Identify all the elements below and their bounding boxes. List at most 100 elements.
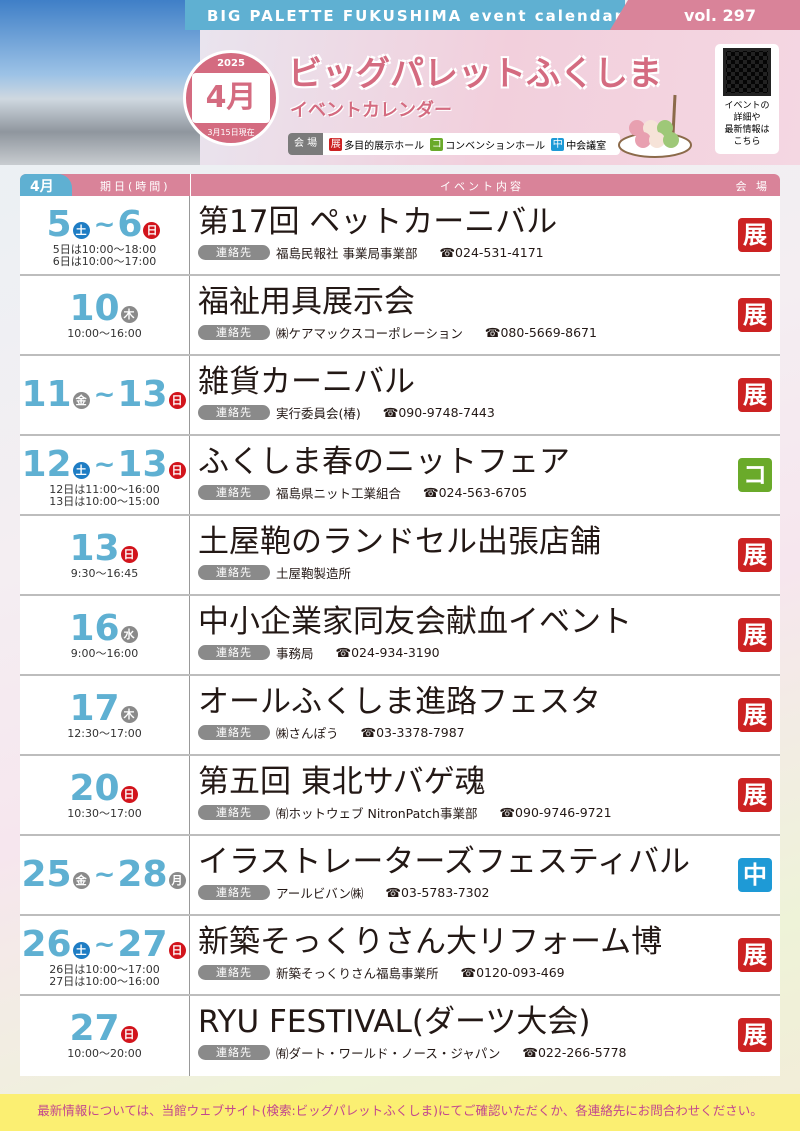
venue-badge: 展 (738, 618, 772, 652)
weekday-badge: 木 (120, 306, 138, 323)
weekday-badge: 日 (120, 546, 138, 563)
weekday-badge: 土 (72, 222, 90, 239)
event-cell: 雑貨カーニバル 連絡先 実行委員会(椿) ☎090-9748-7443 (198, 362, 720, 422)
event-cell: 第17回 ペットカーニバル 連絡先 福島民報社 事業局事業部 ☎024-531-41… (198, 202, 720, 262)
contact-label: 連絡先 (198, 485, 270, 500)
contact-label: 連絡先 (198, 805, 270, 820)
qr-code[interactable] (723, 48, 771, 96)
contact-phone: ☎03-5783-7302 (385, 885, 490, 900)
venue-badge: 展 (738, 298, 772, 332)
weekday-badge: 月 (168, 872, 186, 889)
date-cell: 13 日 9:30～16:45 (20, 516, 190, 594)
contact-label: 連絡先 (198, 1045, 270, 1060)
venue-name: 中会議室 (566, 140, 607, 152)
legend-label: 会 場 (288, 133, 324, 155)
event-time: 27日は10:00～16:00 (49, 975, 160, 988)
legend-item: 展多目的展示ホール (329, 137, 424, 152)
month-badge: 2025 4月 3月15日現在 (183, 50, 279, 146)
table-row[interactable]: 12 土 ~13 日 12日は11:00～16:00 13日は10:00～15:00 ふく… (20, 436, 780, 516)
legend-item: ココンベンションホール (430, 137, 545, 152)
qr-caption: こちら (733, 137, 761, 147)
venue-name: 多目的展示ホール (344, 140, 425, 152)
table-row[interactable]: 27 日 10:00～20:00 RYU FESTIVAL(ダーツ大会) 連絡先 ㈲ダ… (20, 996, 780, 1076)
year: 2025 (217, 58, 245, 69)
venue-name: コンベンションホール (445, 140, 546, 152)
contact-phone: ☎090-9748-7443 (382, 405, 495, 420)
contact-label: 連絡先 (198, 885, 270, 900)
header-venue: 会 場 (735, 180, 770, 193)
event-cell: イラストレーターズフェスティバル 連絡先 アールビバン㈱ ☎03-5783-7302 (198, 842, 720, 902)
start-day: 27 (69, 1008, 120, 1049)
event-contact: 連絡先 ㈲ダート・ワールド・ノース・ジャパン ☎022-266-5778 (198, 1043, 720, 1062)
event-name: 第17回 ペットカーニバル (198, 204, 558, 240)
event-dates: 13 日 (20, 526, 189, 568)
date-cell: 25 金 ~28 月 (20, 836, 190, 914)
end-day: 6 (117, 204, 143, 245)
contact-phone: ☎024-563-6705 (423, 485, 528, 500)
event-name: オールふくしま進路フェスタ (198, 684, 601, 720)
table-row[interactable]: 20 日 10:30～17:00 第五回 東北サバゲ魂 連絡先 ㈲ホットウェブ Nit… (20, 756, 780, 836)
table-row[interactable]: 26 土 ~27 日 26日は10:00～17:00 27日は10:00～16:00 新築… (20, 916, 780, 996)
as-of-date: 3月15日現在 (207, 128, 255, 137)
contact-phone: ☎024-934-3190 (335, 645, 440, 660)
range-tilde: ~ (93, 450, 116, 480)
event-table: 5 土 ~6 日 5日は10:00～18:00 6日は10:00～17:00 第17回 ペ… (20, 196, 780, 1076)
table-row[interactable]: 13 日 9:30～16:45 土屋鞄のランドセル出張店舗 連絡先 土屋鞄製造所 展 (20, 516, 780, 596)
dango-illustration (618, 94, 692, 158)
weekday-badge: 金 (72, 392, 90, 409)
table-row[interactable]: 25 金 ~28 月 イラストレーターズフェスティバル 連絡先 アールビバン㈱ ☎03-5… (20, 836, 780, 916)
venue-mark: コ (430, 137, 444, 151)
event-contact: 連絡先 事務局 ☎024-934-3190 (198, 643, 720, 662)
event-contact: 連絡先 新築そっくりさん福島事業所 ☎0120-093-469 (198, 963, 720, 982)
venue-badge: 展 (738, 218, 772, 252)
event-contact: 連絡先 福島県ニット工業組合 ☎024-563-6705 (198, 483, 720, 502)
volume-badge: vol. 297 (610, 0, 800, 30)
weekday-badge: 日 (168, 392, 186, 409)
table-row[interactable]: 16 水 9:00～16:00 中小企業家同友会献血イベント 連絡先 事務局 ☎024-… (20, 596, 780, 676)
event-dates: 26 土 ~27 日 (20, 922, 189, 964)
table-row[interactable]: 10 木 10:00～16:00 福祉用具展示会 連絡先 ㈱ケアマックスコーポレーショ… (20, 276, 780, 356)
start-day: 12 (21, 444, 72, 485)
start-day: 20 (69, 768, 120, 809)
contact-org: 福島民報社 事業局事業部 (276, 246, 418, 261)
event-dates: 27 日 (20, 1006, 189, 1048)
contact-phone: ☎090-9746-9721 (499, 805, 612, 820)
event-cell: 土屋鞄のランドセル出張店舗 連絡先 土屋鞄製造所 (198, 522, 720, 582)
event-dates: 10 木 (20, 286, 189, 328)
venue-badge: 展 (738, 778, 772, 812)
event-dates: 17 木 (20, 686, 189, 728)
venue-badge: 展 (738, 378, 772, 412)
table-row[interactable]: 11 金 ~13 日 雑貨カーニバル 連絡先 実行委員会(椿) ☎090-9748-744… (20, 356, 780, 436)
date-cell: 11 金 ~13 日 (20, 356, 190, 434)
header-month: 4月 (20, 174, 72, 196)
event-time: 12:30～17:00 (67, 727, 142, 740)
weekday-badge: 金 (72, 872, 90, 889)
date-cell: 20 日 10:30～17:00 (20, 756, 190, 834)
venue-badge: コ (738, 458, 772, 492)
range-tilde: ~ (93, 210, 116, 240)
date-cell: 16 水 9:00～16:00 (20, 596, 190, 674)
event-cell: ふくしま春のニットフェア 連絡先 福島県ニット工業組合 ☎024-563-6705 (198, 442, 720, 502)
contact-org: ㈲ダート・ワールド・ノース・ジャパン (276, 1046, 501, 1061)
contact-org: 新築そっくりさん福島事業所 (276, 966, 439, 981)
venue-badge: 展 (738, 698, 772, 732)
start-day: 11 (21, 374, 72, 415)
range-tilde: ~ (93, 380, 116, 410)
contact-label: 連絡先 (198, 565, 270, 580)
event-name: 新築そっくりさん大リフォーム博 (198, 924, 663, 960)
event-name: RYU FESTIVAL(ダーツ大会) (198, 1004, 591, 1040)
venue-badge: 展 (738, 538, 772, 572)
range-tilde: ~ (93, 860, 116, 890)
weekday-badge: 水 (120, 626, 138, 643)
event-contact: 連絡先 土屋鞄製造所 (198, 563, 720, 582)
event-cell: 第五回 東北サバゲ魂 連絡先 ㈲ホットウェブ NitronPatch事業部 ☎090… (198, 762, 720, 822)
event-contact: 連絡先 アールビバン㈱ ☎03-5783-7302 (198, 883, 720, 902)
venue-photo (0, 0, 200, 165)
table-row[interactable]: 5 土 ~6 日 5日は10:00～18:00 6日は10:00～17:00 第17回 ペ… (20, 196, 780, 276)
qr-code-panel[interactable]: イベントの 詳細や 最新情報は こちら (715, 44, 779, 154)
event-contact: 連絡先 ㈱さんぽう ☎03-3378-7987 (198, 723, 720, 742)
contact-org: 事務局 (276, 646, 314, 661)
table-row[interactable]: 17 木 12:30～17:00 オールふくしま進路フェスタ 連絡先 ㈱さんぽう ☎03… (20, 676, 780, 756)
legend-item: 中中会議室 (551, 137, 606, 152)
date-cell: 26 土 ~27 日 26日は10:00～17:00 27日は10:00～16:00 (20, 916, 190, 994)
